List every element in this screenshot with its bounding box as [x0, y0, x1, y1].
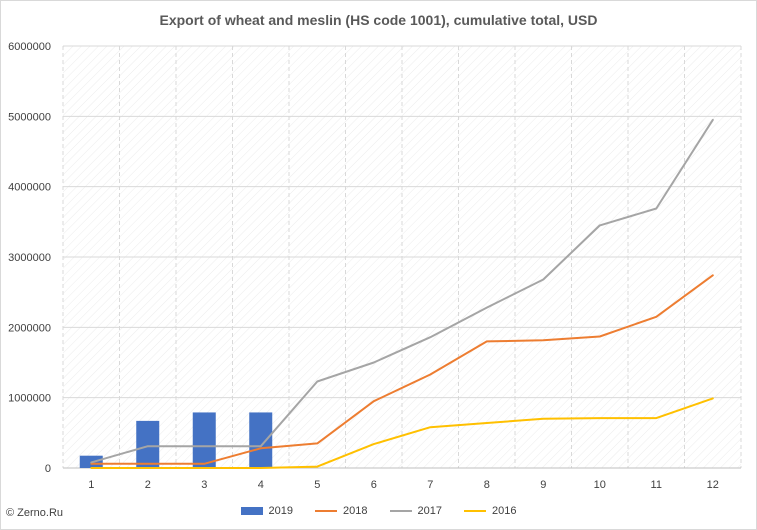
legend-swatch: [389, 510, 412, 512]
source-note: © Zerno.Ru: [6, 507, 64, 519]
bar-2019-2: [136, 420, 160, 468]
x-tick-label: 8: [484, 479, 490, 491]
legend-swatch: [315, 510, 338, 512]
chart-title: Export of wheat and meslin (HS code 1001…: [159, 12, 598, 28]
bar-2019-4: [249, 412, 273, 468]
y-tick-label: 0: [45, 463, 51, 475]
gridlines: [62, 45, 742, 468]
x-tick-label: 11: [651, 479, 662, 491]
legend-label: 2016: [491, 505, 517, 517]
line-series: [90, 118, 714, 469]
x-tick-label: 12: [707, 479, 719, 491]
x-tick-label: 7: [427, 479, 433, 491]
x-tick-label: 6: [371, 479, 377, 491]
bar-series: [79, 412, 273, 468]
axes: 0 1000000 2000000 3000000 4000000 5000000 6000…: [8, 41, 741, 491]
bar-2019-3: [192, 412, 216, 468]
x-tick-label: 10: [594, 479, 606, 491]
legend-item-2018: 2018: [315, 505, 368, 517]
x-tick-label: 5: [314, 479, 320, 491]
y-tick-label: 2000000: [8, 322, 51, 334]
legend-item-2019: 2019: [240, 505, 294, 517]
legend-swatch: [240, 507, 263, 515]
y-tick-label: 5000000: [8, 111, 51, 123]
y-tick-label: 1000000: [8, 393, 51, 405]
x-tick-label: 3: [201, 479, 207, 491]
line-series-2018: [90, 274, 714, 465]
legend: 2019 2018 2017 2016: [0, 503, 757, 519]
x-tick-label: 1: [88, 479, 94, 491]
legend-label: 2017: [417, 505, 442, 517]
x-tick-label: 9: [540, 479, 546, 491]
line-series-2017: [90, 118, 714, 464]
x-tick-label: 4: [258, 479, 264, 491]
legend-item-2017: 2017: [389, 505, 442, 517]
y-tick-label: 4000000: [8, 182, 51, 194]
legend-item-2016: 2016: [463, 505, 517, 517]
legend-label: 2019: [268, 505, 294, 517]
legend-swatch: [463, 510, 486, 512]
y-tick-label: 3000000: [8, 252, 51, 264]
line-series-2016: [90, 397, 714, 469]
x-tick-label: 2: [145, 479, 151, 491]
legend-label: 2018: [343, 505, 368, 517]
y-tick-label: 6000000: [8, 41, 51, 53]
